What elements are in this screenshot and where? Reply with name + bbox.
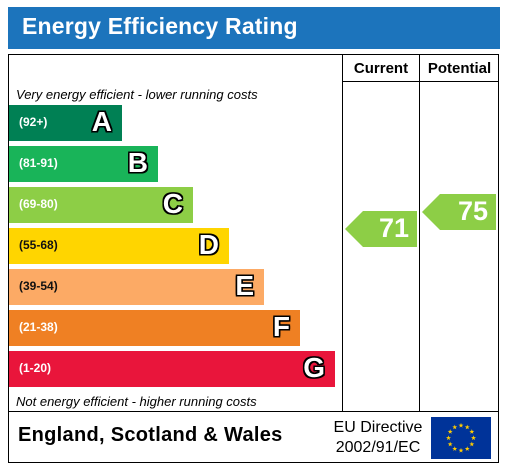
potential-rating-value: 75 bbox=[457, 196, 488, 226]
current-rating-arrow: 71 bbox=[345, 211, 417, 247]
header-rule bbox=[342, 81, 499, 82]
band-g: (1-20) G bbox=[9, 351, 335, 387]
band-range-f: (21-38) bbox=[19, 320, 58, 334]
potential-column-header: Potential bbox=[427, 60, 492, 77]
band-e: (39-54) E bbox=[9, 269, 264, 305]
band-letter-c: C bbox=[162, 188, 183, 219]
current-rating-value: 71 bbox=[378, 213, 409, 243]
band-letter-e: E bbox=[235, 270, 254, 301]
band-d: (55-68) D bbox=[9, 228, 229, 264]
directive-line-2: 2002/91/EC bbox=[335, 439, 421, 456]
eu-flag-icon bbox=[431, 417, 491, 459]
divider-potential bbox=[419, 54, 420, 411]
band-letter-g: G bbox=[303, 352, 325, 383]
current-arrow-shape bbox=[345, 211, 417, 247]
bottom-note: Not energy efficient - higher running co… bbox=[16, 394, 257, 409]
directive-line-1: EU Directive bbox=[333, 419, 423, 436]
band-letter-b: B bbox=[127, 147, 148, 178]
band-range-c: (69-80) bbox=[19, 197, 58, 211]
band-range-e: (39-54) bbox=[19, 279, 58, 293]
band-range-g: (1-20) bbox=[19, 361, 52, 375]
band-letter-a: A bbox=[91, 106, 112, 137]
potential-rating-arrow: 75 bbox=[422, 194, 496, 230]
band-letter-f: F bbox=[272, 311, 290, 342]
band-range-d: (55-68) bbox=[19, 238, 58, 252]
band-letter-d: D bbox=[198, 229, 219, 260]
title-bar: Energy Efficiency Rating bbox=[8, 7, 500, 49]
band-f: (21-38) F bbox=[9, 310, 300, 346]
band-range-b: (81-91) bbox=[19, 156, 58, 170]
current-column-header: Current bbox=[353, 60, 409, 77]
potential-arrow-shape bbox=[422, 194, 496, 230]
rating-frame bbox=[8, 54, 499, 463]
chart-title: Energy Efficiency Rating bbox=[22, 13, 298, 39]
band-b: (81-91) B bbox=[9, 146, 158, 182]
top-note: Very energy efficient - lower running co… bbox=[16, 87, 258, 102]
footer-country: England, Scotland & Wales bbox=[18, 424, 283, 446]
band-c: (69-80) C bbox=[9, 187, 193, 223]
band-range-a: (92+) bbox=[19, 115, 48, 129]
footer-rule bbox=[8, 411, 499, 412]
divider-current bbox=[342, 54, 343, 411]
band-a: (92+) A bbox=[9, 105, 122, 141]
